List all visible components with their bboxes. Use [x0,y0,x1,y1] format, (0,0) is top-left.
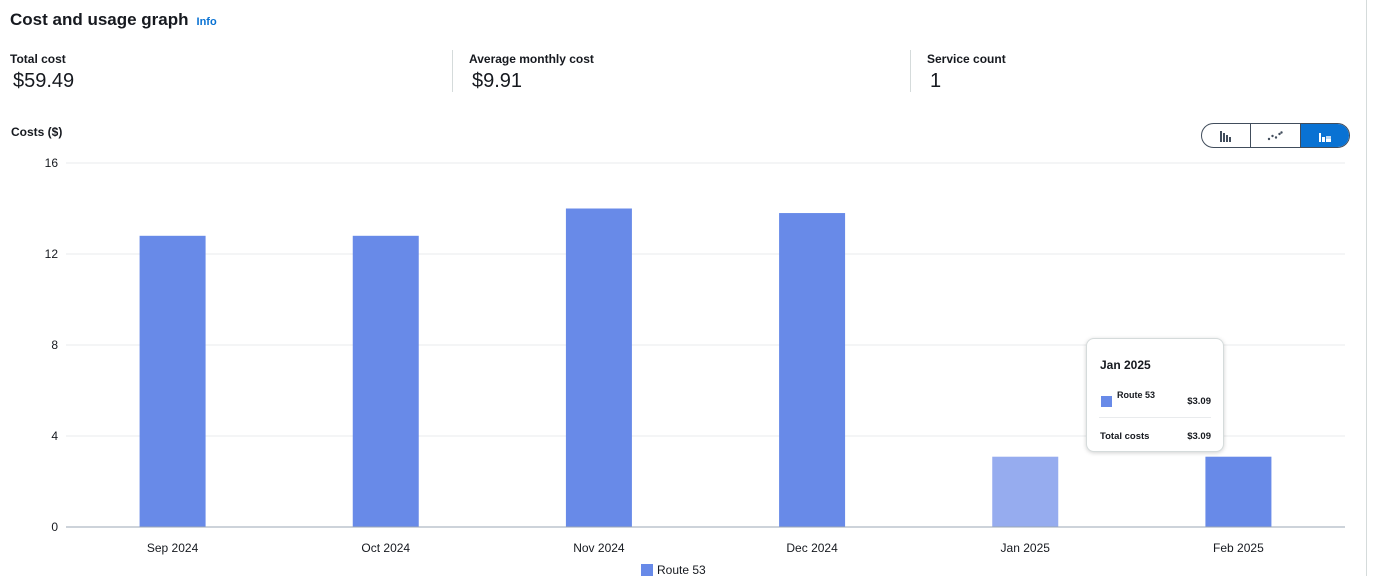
tooltip-title: Jan 2025 [1100,358,1151,372]
stacked-bar-chart-icon [1318,132,1331,142]
y-tick-label: 16 [45,156,59,170]
chart-tooltip: Jan 2025 Route 53 $3.09 Total costs $3.0… [1086,338,1224,452]
x-tick-label: Oct 2024 [361,541,410,555]
y-tick-label: 8 [51,338,58,352]
metric-value: $59.49 [13,70,75,92]
metric-service-count: Service count 1 [927,52,1006,93]
cost-bar-chart: 0 4 8 12 16 Sep 2024 Oct 2024 Nov 2024 Dec 2024 J… [45,156,1345,555]
tooltip-total-label: Total costs [1100,431,1150,442]
metric-value: 1 [930,70,942,92]
page-title: Cost and usage graph [10,10,189,29]
x-tick-label: Sep 2024 [147,541,199,555]
info-link[interactable]: Info [196,16,217,28]
x-tick-label: Nov 2024 [573,541,625,555]
stacked-bar-chart-button[interactable] [1300,124,1349,147]
metric-label: Service count [927,52,1006,66]
chart-type-toggle [1201,123,1350,148]
y-tick-label: 4 [51,429,58,443]
metric-label: Total cost [10,52,66,66]
panel-header: Cost and usage graph Info [10,10,217,30]
y-axis-label: Costs ($) [11,125,63,139]
bar [352,235,419,528]
x-tick-label: Feb 2025 [1213,541,1264,555]
metric-value: $9.91 [472,70,523,92]
line-chart-button[interactable] [1251,124,1301,147]
bar-chart-button[interactable] [1202,124,1252,147]
legend-label[interactable]: Route 53 [657,563,706,577]
bar [565,208,632,527]
y-tick-label: 12 [45,247,59,261]
tooltip-series-value: $3.09 [1187,396,1211,407]
metric-divider [452,50,453,92]
y-tick-label: 0 [51,520,58,534]
tooltip-total-value: $3.09 [1187,431,1211,442]
bar [779,213,846,528]
metric-divider [910,50,911,92]
metric-total-cost: Total cost $59.49 [10,52,74,93]
panel-right-border [1366,0,1367,576]
bar-chart-icon [1220,130,1232,142]
legend-swatch [641,564,653,576]
x-tick-label: Jan 2025 [1001,541,1051,555]
x-tick-label: Dec 2024 [786,541,838,555]
bar [992,456,1059,527]
chart-legend: Route 53 [641,563,706,577]
tooltip-series-swatch [1101,396,1112,407]
metric-average-monthly-cost: Average monthly cost $9.91 [469,52,594,93]
tooltip-divider [1099,417,1211,418]
bar [139,235,206,528]
tooltip-series-name: Route 53 [1117,390,1156,400]
line-chart-icon [1268,130,1284,140]
bar [1205,456,1272,527]
metric-label: Average monthly cost [469,52,594,66]
